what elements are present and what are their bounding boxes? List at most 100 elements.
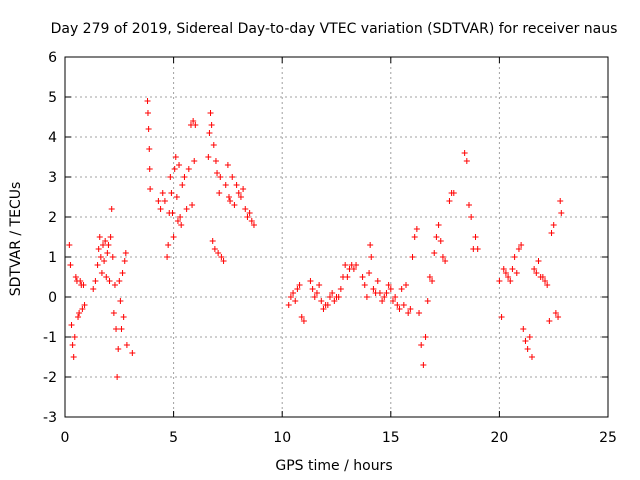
data-point	[167, 174, 174, 180]
data-point	[229, 174, 236, 180]
data-point	[164, 254, 171, 260]
data-point	[161, 198, 168, 204]
data-point	[507, 278, 514, 284]
data-point	[240, 186, 247, 192]
data-point	[539, 274, 546, 280]
data-point	[250, 222, 257, 228]
y-tick-label: -3	[43, 410, 57, 426]
data-point	[117, 298, 124, 304]
x-tick-label: 15	[382, 430, 400, 446]
data-point	[185, 166, 192, 172]
data-point	[190, 118, 197, 124]
data-point	[189, 202, 196, 208]
data-point	[405, 310, 412, 316]
data-point	[472, 234, 479, 240]
data-point	[505, 274, 512, 280]
data-point	[535, 258, 542, 264]
data-point	[113, 326, 120, 332]
chart-title: Day 279 of 2019, Sidereal Day-to-day VTE…	[51, 21, 618, 37]
data-point	[309, 286, 316, 292]
data-point	[350, 266, 357, 272]
data-point	[296, 282, 303, 288]
data-point	[398, 286, 405, 292]
axis-ticks: 0 5 10 15 20 25 -3 -2 -1 0 1 2 3 4 5 6	[43, 50, 617, 446]
y-tick-label: 3	[48, 170, 57, 186]
data-point	[70, 354, 77, 360]
data-point	[214, 170, 221, 176]
data-point	[320, 306, 327, 312]
data-point	[177, 214, 184, 220]
data-point	[511, 254, 518, 260]
data-point	[227, 198, 234, 204]
data-points	[66, 98, 565, 380]
data-point	[544, 282, 551, 288]
data-point	[344, 274, 351, 280]
data-point	[192, 122, 199, 128]
data-point	[522, 338, 529, 344]
data-point	[72, 274, 79, 280]
data-point	[403, 282, 410, 288]
data-point	[363, 294, 370, 300]
data-point	[92, 278, 99, 284]
data-point	[546, 318, 553, 324]
data-point	[424, 298, 431, 304]
data-point	[222, 182, 229, 188]
data-point	[103, 274, 110, 280]
data-point	[205, 154, 212, 160]
data-point	[376, 290, 383, 296]
data-point	[120, 314, 127, 320]
data-point	[557, 198, 564, 204]
data-point	[110, 310, 117, 316]
x-tick-label: 25	[599, 430, 617, 446]
data-point	[515, 246, 522, 252]
x-tick-label: 20	[490, 430, 508, 446]
data-point	[68, 322, 75, 328]
data-point	[329, 290, 336, 296]
data-point	[307, 278, 314, 284]
data-point	[244, 214, 251, 220]
data-point	[212, 158, 219, 164]
data-point	[157, 206, 164, 212]
x-tick-label: 10	[273, 430, 291, 446]
data-point	[439, 254, 446, 260]
data-point	[225, 194, 232, 200]
data-point	[233, 182, 240, 188]
data-point	[66, 242, 73, 248]
data-point	[179, 182, 186, 188]
data-point	[174, 218, 181, 224]
data-point	[474, 246, 481, 252]
data-point	[144, 110, 151, 116]
data-point	[431, 250, 438, 256]
data-point	[446, 198, 453, 204]
data-point	[392, 294, 399, 300]
data-point	[169, 210, 176, 216]
data-point	[374, 278, 381, 284]
data-point	[208, 122, 215, 128]
data-point	[342, 262, 349, 268]
data-point	[109, 254, 116, 260]
data-point	[159, 190, 166, 196]
y-axis-label: SDTVAR / TECUs	[8, 182, 24, 297]
data-point	[409, 254, 416, 260]
data-point	[210, 142, 217, 148]
data-point	[500, 266, 507, 272]
data-point	[435, 222, 442, 228]
y-tick-label: 0	[48, 290, 57, 306]
data-point	[463, 158, 470, 164]
data-point	[513, 270, 520, 276]
data-point	[542, 278, 549, 284]
data-point	[311, 294, 318, 300]
data-point	[173, 194, 180, 200]
data-point	[155, 198, 162, 204]
data-point	[367, 242, 374, 248]
data-point	[147, 186, 154, 192]
data-point	[94, 262, 101, 268]
data-point	[528, 354, 535, 360]
y-tick-label: 4	[48, 130, 57, 146]
data-point	[411, 234, 418, 240]
data-point	[524, 346, 531, 352]
data-point	[121, 258, 128, 264]
data-point	[370, 286, 377, 292]
data-point	[520, 326, 527, 332]
